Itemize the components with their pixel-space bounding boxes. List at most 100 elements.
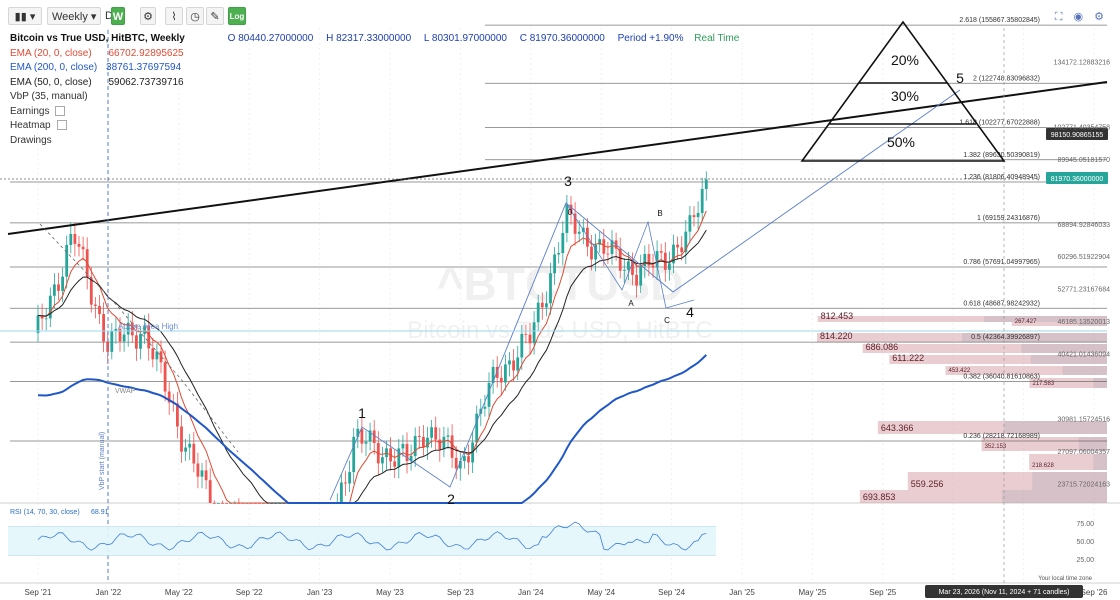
camera-icon[interactable]: ◉ bbox=[1073, 11, 1084, 23]
candle-body bbox=[549, 273, 552, 304]
vbp-label: 218.628 bbox=[1032, 463, 1054, 469]
candle-body bbox=[89, 277, 93, 305]
candle-body bbox=[454, 457, 458, 469]
fullscreen-icon[interactable]: ⛶ bbox=[1054, 11, 1063, 23]
candle-body bbox=[69, 233, 73, 245]
fib-label: 1 (69159.24316876) bbox=[977, 215, 1040, 222]
vbp-bar-sell bbox=[1093, 378, 1107, 388]
vbp-bar-sell bbox=[1032, 472, 1107, 490]
legend-ema200[interactable]: EMA (200, 0, close) 38761.37697594 bbox=[10, 61, 739, 76]
price-badges: 98150.90865155 81970.36000000 bbox=[1046, 128, 1108, 184]
candle-body bbox=[151, 348, 155, 360]
vbp-label: 686.086 bbox=[866, 342, 899, 352]
gear-icon: ⚙ bbox=[143, 11, 153, 23]
log-label: Log bbox=[229, 12, 245, 21]
heatmap-toggle[interactable] bbox=[56, 120, 67, 131]
candle-body bbox=[545, 303, 548, 308]
indicator-button[interactable]: ⌇ bbox=[165, 7, 183, 25]
candle-body bbox=[48, 295, 52, 319]
clock-icon: ◷ bbox=[190, 11, 200, 23]
vbp-bar bbox=[817, 316, 1107, 322]
x-tick-label: Jan '24 bbox=[518, 588, 544, 597]
candle-body bbox=[102, 314, 105, 342]
daily-button[interactable]: D bbox=[103, 7, 115, 25]
legend-vbp[interactable]: VbP (35, manual) bbox=[10, 90, 739, 105]
draw-tool-button[interactable]: ✎ bbox=[206, 7, 224, 25]
fib-label: 1.236 (81806.40948945) bbox=[963, 174, 1040, 181]
candle-body bbox=[130, 322, 134, 336]
clock-button[interactable]: ◷ bbox=[186, 7, 204, 25]
candle-body bbox=[176, 403, 179, 427]
wave-label-0: 0 bbox=[568, 208, 573, 217]
candle-body bbox=[118, 328, 122, 342]
candle-body bbox=[184, 447, 187, 452]
ema200-label: EMA (200, 0, close) bbox=[10, 62, 98, 73]
toolbar: ▮▮ ▾ Weekly ▾ D W ⚙ ⌇ ◷ ✎ Log bbox=[0, 0, 1120, 28]
legend-realtime: Real Time bbox=[694, 33, 740, 44]
y-tick-label: 68894.92846033 bbox=[1057, 222, 1110, 229]
ema200-value: 38761.37697594 bbox=[106, 62, 182, 73]
candle-body bbox=[622, 269, 626, 271]
rsi-label: RSI (14, 70, 30, close) bbox=[10, 509, 80, 516]
legend-heatmap[interactable]: Heatmap bbox=[10, 119, 739, 134]
y-tick-label: 23715.72024163 bbox=[1057, 481, 1110, 488]
log-scale-button[interactable]: Log bbox=[228, 7, 246, 25]
candle-body bbox=[647, 253, 651, 266]
chart-type-button[interactable]: ▮▮ ▾ bbox=[8, 7, 42, 25]
interval-label: Weekly bbox=[52, 11, 88, 23]
candle-body bbox=[696, 212, 700, 218]
y-tick-label: 134172.12883216 bbox=[1054, 60, 1111, 67]
abc-path bbox=[565, 202, 695, 309]
vbp-bar bbox=[907, 472, 1107, 490]
candles bbox=[36, 171, 708, 504]
candle-body bbox=[167, 391, 171, 403]
legend-ema20[interactable]: EMA (20, 0, close) 66702.92895625 bbox=[10, 47, 739, 62]
candle-body bbox=[688, 215, 692, 232]
chart-legend: Bitcoin vs True USD, HitBTC, Weekly O 80… bbox=[10, 32, 739, 148]
candle-body bbox=[393, 461, 397, 467]
x-tick-label: Sep '26 bbox=[1081, 588, 1108, 597]
candle-body bbox=[557, 253, 561, 255]
candle-body bbox=[61, 276, 64, 291]
annotations: Above Area High VWAP VbP start (manual) You… bbox=[99, 322, 1093, 598]
interval-select[interactable]: Weekly ▾ bbox=[47, 7, 101, 25]
vbp-bar bbox=[945, 366, 1107, 375]
candle-body bbox=[348, 472, 351, 484]
daily-label: D bbox=[105, 10, 113, 22]
ema50-value: 59062.73739716 bbox=[108, 76, 184, 88]
earnings-toggle[interactable] bbox=[55, 105, 66, 116]
long-trendline bbox=[7, 81, 1108, 235]
candle-body bbox=[668, 263, 671, 270]
rsi-panel: RSI (14, 70, 30, close) 68.91 75.00 50.00 25… bbox=[8, 509, 1094, 564]
candle-body bbox=[135, 335, 138, 349]
rsi-tick-label: 75.00 bbox=[1076, 521, 1094, 528]
y-tick-label: 102771.40354758 bbox=[1054, 124, 1111, 131]
fib-label: 2 (122748.83096832) bbox=[973, 75, 1040, 82]
vbp-label: 812.453 bbox=[821, 311, 854, 321]
drawings-label: Drawings bbox=[10, 134, 52, 146]
candle-body bbox=[594, 244, 597, 260]
candle-body bbox=[680, 247, 684, 253]
vbp-label: 611.222 bbox=[892, 353, 924, 363]
candle-body bbox=[483, 406, 487, 409]
candle-body bbox=[508, 360, 511, 365]
legend-drawings[interactable]: Drawings bbox=[10, 134, 739, 149]
candle-body bbox=[520, 333, 524, 358]
legend-earnings[interactable]: Earnings bbox=[10, 105, 739, 120]
candle-body bbox=[499, 377, 503, 383]
y-tick-label: 89945.05181570 bbox=[1057, 157, 1110, 164]
annotation-vbp-start: VbP start (manual) bbox=[99, 432, 106, 490]
legend-ema50[interactable]: EMA (50, 0, close) 59062.73739716 bbox=[10, 76, 739, 91]
weekly-button[interactable]: W bbox=[111, 7, 125, 25]
x-tick-label: Sep '25 bbox=[869, 588, 896, 597]
candle-body bbox=[77, 243, 81, 247]
legend-low: L 80301.97000000 bbox=[423, 33, 507, 44]
candle-body bbox=[565, 204, 569, 233]
candle-body bbox=[676, 244, 679, 248]
settings-gear-button[interactable]: ⚙ bbox=[140, 7, 156, 25]
candle-body bbox=[532, 322, 536, 344]
fib-label: 2.618 (155867.35802845) bbox=[959, 17, 1040, 24]
candle-body bbox=[356, 428, 360, 437]
settings-icon[interactable]: ⚙ bbox=[1094, 11, 1104, 23]
